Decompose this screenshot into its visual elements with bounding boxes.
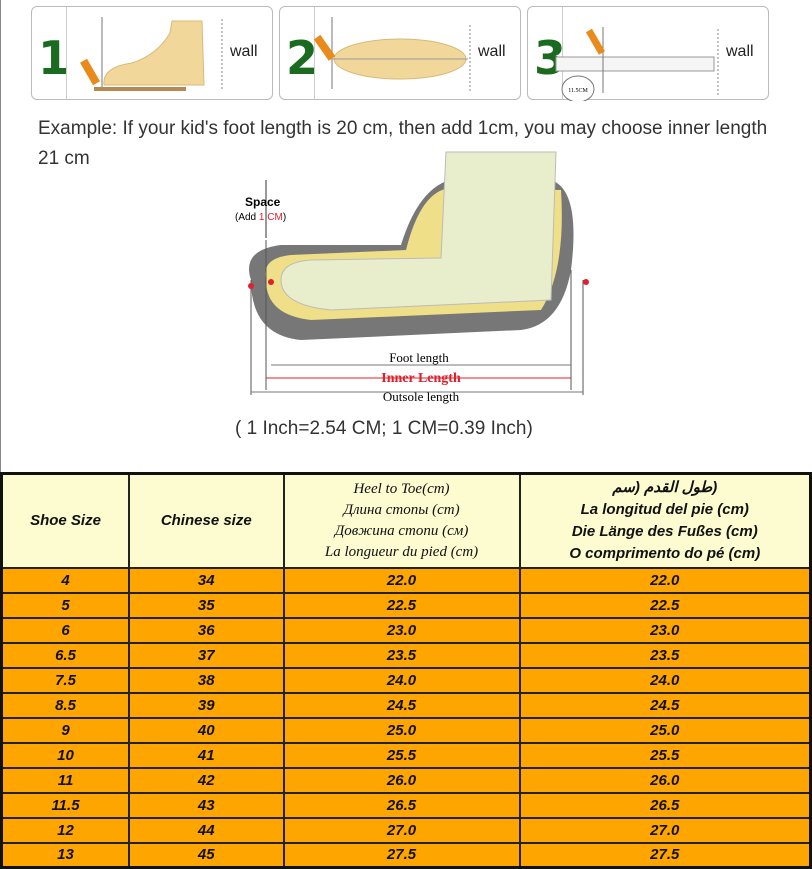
foot-length-label: Foot length — [389, 350, 449, 365]
header-heel-to-toe: Heel to Toe(cm) Длина стопы (cm) Довжина с… — [282, 472, 521, 569]
table-row: 13 45 27.5 27.5 — [0, 841, 812, 869]
table-cell: 5 — [0, 591, 131, 619]
table-cell: 38 — [128, 666, 285, 694]
table-row: 4 34 22.0 22.0 — [0, 566, 812, 594]
step-1: 1 wall — [31, 6, 273, 100]
table-row: 5 35 22.5 22.5 — [0, 591, 812, 619]
table-row: 6.5 37 23.5 23.5 — [0, 641, 812, 669]
unit-conversion: ( 1 Inch=2.54 CM; 1 CM=0.39 Inch) — [235, 418, 533, 439]
table-cell: 7.5 — [0, 666, 131, 694]
table-cell: 22.5 — [518, 591, 812, 619]
table-cell: 23.5 — [282, 641, 521, 669]
header-chinese-size: Chinese size — [128, 472, 285, 569]
table-cell: 40 — [128, 716, 285, 744]
wall-label: wall — [726, 43, 754, 60]
table-cell: 25.0 — [282, 716, 521, 744]
table-cell: 26.0 — [518, 766, 812, 794]
table-cell: 4 — [0, 566, 131, 594]
table-cell: 24.0 — [282, 666, 521, 694]
table-row: 9 40 25.0 25.0 — [0, 716, 812, 744]
measurement-steps: 1 wall 2 wall 3 — [31, 6, 769, 101]
measurement-guide: 1 wall 2 wall 3 — [0, 0, 769, 472]
table-cell: 6 — [0, 616, 131, 644]
table-cell: 23.0 — [282, 616, 521, 644]
table-cell: 27.5 — [518, 841, 812, 869]
space-label: Space — [245, 195, 281, 209]
table-row: 11.5 43 26.5 26.5 — [0, 791, 812, 819]
table-row: 11 42 26.0 26.0 — [0, 766, 812, 794]
table-row: 8.5 39 24.5 24.5 — [0, 691, 812, 719]
table-cell: 35 — [128, 591, 285, 619]
table-cell: 23.0 — [518, 616, 812, 644]
inner-length-label: Inner Length — [381, 371, 461, 386]
table-row: 12 44 27.0 27.0 — [0, 816, 812, 844]
table-cell: 39 — [128, 691, 285, 719]
table-cell: 13 — [0, 841, 131, 869]
foot-top-illustration — [313, 17, 471, 93]
header-foot-length: (طول القدم (سم La longitud del pie (cm) Di… — [518, 472, 812, 569]
table-cell: 27.5 — [282, 841, 521, 869]
table-cell: 27.0 — [518, 816, 812, 844]
table-cell: 26.5 — [518, 791, 812, 819]
table-cell: 22.0 — [518, 566, 812, 594]
table-cell: 41 — [128, 741, 285, 769]
size-chart-table: Shoe Size Chinese size Heel to Toe(cm) Дл… — [0, 472, 812, 869]
step-number: 2 — [286, 31, 319, 85]
table-cell: 25.5 — [518, 741, 812, 769]
table-cell: 26.5 — [282, 791, 521, 819]
table-header-row: Shoe Size Chinese size Heel to Toe(cm) Дл… — [0, 472, 812, 569]
table-cell: 11 — [0, 766, 131, 794]
table-cell: 23.5 — [518, 641, 812, 669]
shoe-diagram: Space (Add 1 CM) Foot length Inner Lengt… — [235, 151, 589, 404]
table-cell: 25.5 — [282, 741, 521, 769]
table-cell: 22.0 — [282, 566, 521, 594]
example-text: Example: If your kid's foot length is 20… — [38, 118, 768, 169]
table-cell: 25.0 — [518, 716, 812, 744]
table-cell: 43 — [128, 791, 285, 819]
table-row: 7.5 38 24.0 24.0 — [0, 666, 812, 694]
table-cell: 34 — [128, 566, 285, 594]
ruler-reading: 11.5CM — [568, 88, 588, 94]
add-label: (Add 1 CM) — [235, 212, 286, 223]
table-row: 10 41 25.5 25.5 — [0, 741, 812, 769]
table-cell: 26.0 — [282, 766, 521, 794]
table-cell: 37 — [128, 641, 285, 669]
table-cell: 42 — [128, 766, 285, 794]
step-3: 3 11.5CM wall — [527, 6, 769, 101]
step-2: 2 wall — [279, 6, 521, 100]
table-cell: 8.5 — [0, 691, 131, 719]
table-cell: 9 — [0, 716, 131, 744]
wall-label: wall — [230, 43, 258, 60]
ruler-illustration: 11.5CM — [555, 27, 719, 101]
table-row: 6 36 23.0 23.0 — [0, 616, 812, 644]
table-cell: 11.5 — [0, 791, 131, 819]
wall-label: wall — [478, 43, 506, 60]
table-cell: 24.0 — [518, 666, 812, 694]
table-cell: 12 — [0, 816, 131, 844]
foot-side-illustration — [80, 17, 223, 91]
header-shoe-size: Shoe Size — [0, 472, 131, 569]
step-number: 1 — [38, 31, 71, 85]
table-cell: 45 — [128, 841, 285, 869]
table-cell: 36 — [128, 616, 285, 644]
table-cell: 10 — [0, 741, 131, 769]
table-cell: 27.0 — [282, 816, 521, 844]
table-cell: 24.5 — [518, 691, 812, 719]
outsole-length-label: Outsole length — [383, 389, 460, 404]
table-cell: 44 — [128, 816, 285, 844]
table-cell: 24.5 — [282, 691, 521, 719]
table-cell: 22.5 — [282, 591, 521, 619]
table-cell: 6.5 — [0, 641, 131, 669]
